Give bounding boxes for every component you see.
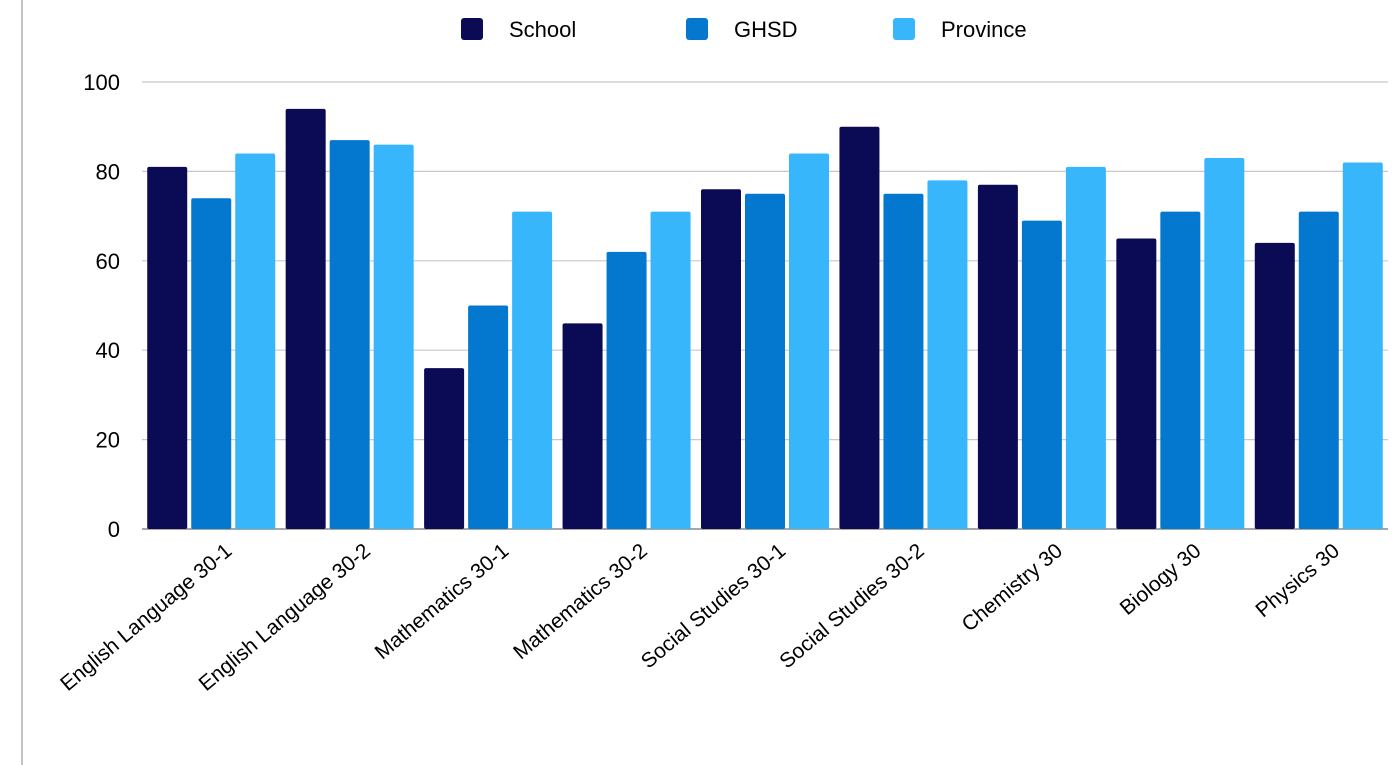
legend-label: Province [941,17,1027,42]
legend-swatch [893,18,915,40]
x-category-label: Biology 30 [1116,539,1206,620]
bar-ghsd [1021,220,1062,529]
x-category-label: Social Studies 30-1 [637,539,790,673]
bar-ghsd [745,193,785,529]
bar-school [147,166,188,529]
bar-province [927,180,968,529]
bar-school [977,184,1018,529]
x-category-label: Mathematics 30-1 [371,539,514,664]
legend-swatch [461,18,483,40]
x-category-label: Social Studies 30-2 [775,539,928,673]
y-tick-label: 40 [96,338,120,363]
bar-ghsd [606,251,647,530]
bar-ghsd [329,140,370,530]
bar-province [1204,157,1245,530]
bar-school [701,189,741,529]
bar-school [839,126,880,529]
y-axis-tick-labels: 0 20 40 60 80 100 [83,70,120,542]
y-tick-label: 80 [96,159,120,184]
bar-ghsd [1298,211,1339,529]
x-category-label: Chemistry 30 [958,539,1068,636]
bar-province [512,211,553,529]
y-tick-label: 60 [96,249,120,274]
bar-school [424,368,465,529]
legend-label: GHSD [734,17,798,42]
bar-province [1065,166,1106,529]
bar-province [789,153,829,529]
bars [147,108,1383,530]
bar-province [235,153,276,529]
x-category-label: Physics 30 [1251,539,1344,622]
bar-ghsd [191,198,232,529]
bar-province [650,211,691,529]
y-tick-label: 20 [96,428,120,453]
bar-province [373,144,414,529]
legend-label: School [509,17,576,42]
y-tick-label: 100 [83,70,120,95]
bar-school [1116,238,1157,529]
y-tick-label: 0 [108,517,120,542]
bar-school [285,108,326,529]
bar-school [1254,242,1295,530]
x-category-label: Mathematics 30-2 [509,539,652,664]
legend-swatch [686,18,708,40]
bar-ghsd [468,305,509,529]
legend: School GHSD Province [461,17,1027,42]
bar-province [1342,162,1383,529]
bar-school [562,323,603,529]
bar-ghsd [883,193,924,529]
bar-ghsd [1160,211,1201,529]
